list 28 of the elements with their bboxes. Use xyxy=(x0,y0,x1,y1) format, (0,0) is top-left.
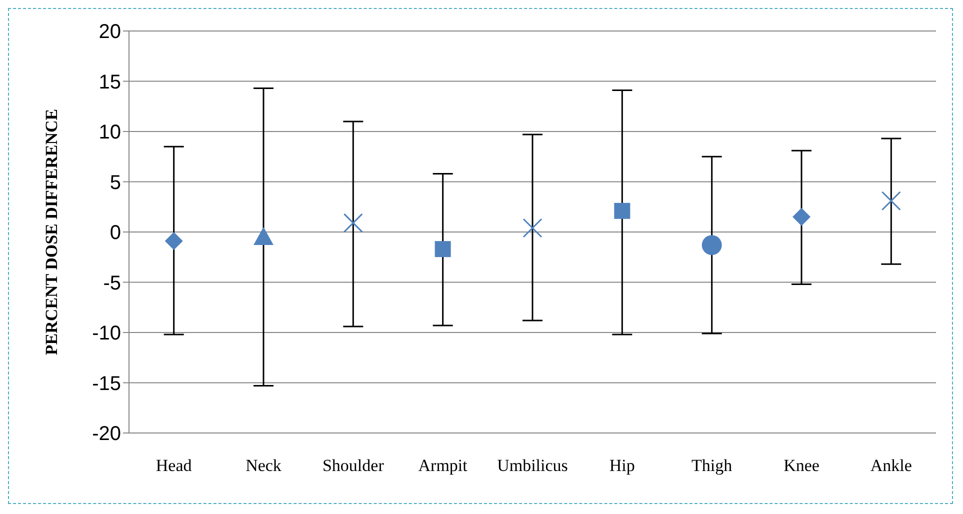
x-tick-label: Knee xyxy=(784,456,820,476)
x-tick-label: Umbilicus xyxy=(497,456,568,476)
point xyxy=(792,208,810,226)
x-tick-label: Shoulder xyxy=(322,456,384,476)
y-tick-label: 20 xyxy=(98,21,121,44)
y-tick-label: -10 xyxy=(92,322,121,345)
point xyxy=(164,232,183,250)
x-tick-label: Head xyxy=(156,456,192,476)
point xyxy=(343,213,363,233)
point xyxy=(434,241,451,258)
point xyxy=(881,191,901,211)
point xyxy=(254,227,274,246)
y-tick-label: -5 xyxy=(103,272,121,294)
point xyxy=(522,218,542,238)
y-tick-label: 5 xyxy=(110,172,121,194)
x-tick-label: Ankle xyxy=(870,456,912,476)
x-tick-label: Neck xyxy=(246,456,282,476)
x-tick-label: Armpit xyxy=(418,456,468,476)
x-tick-label: Thigh xyxy=(692,456,733,476)
point xyxy=(702,235,722,256)
point xyxy=(614,202,630,219)
y-tick-label: 15 xyxy=(98,71,121,94)
y-tick-label: 0 xyxy=(110,222,121,244)
y-tick-label: 10 xyxy=(98,122,121,144)
y-tick-label: -15 xyxy=(92,372,121,395)
y-axis-title: PERCENT DOSE DIFFERENCE xyxy=(42,108,62,356)
x-tick-label: Hip xyxy=(609,456,635,476)
y-tick-label: -20 xyxy=(92,423,121,446)
